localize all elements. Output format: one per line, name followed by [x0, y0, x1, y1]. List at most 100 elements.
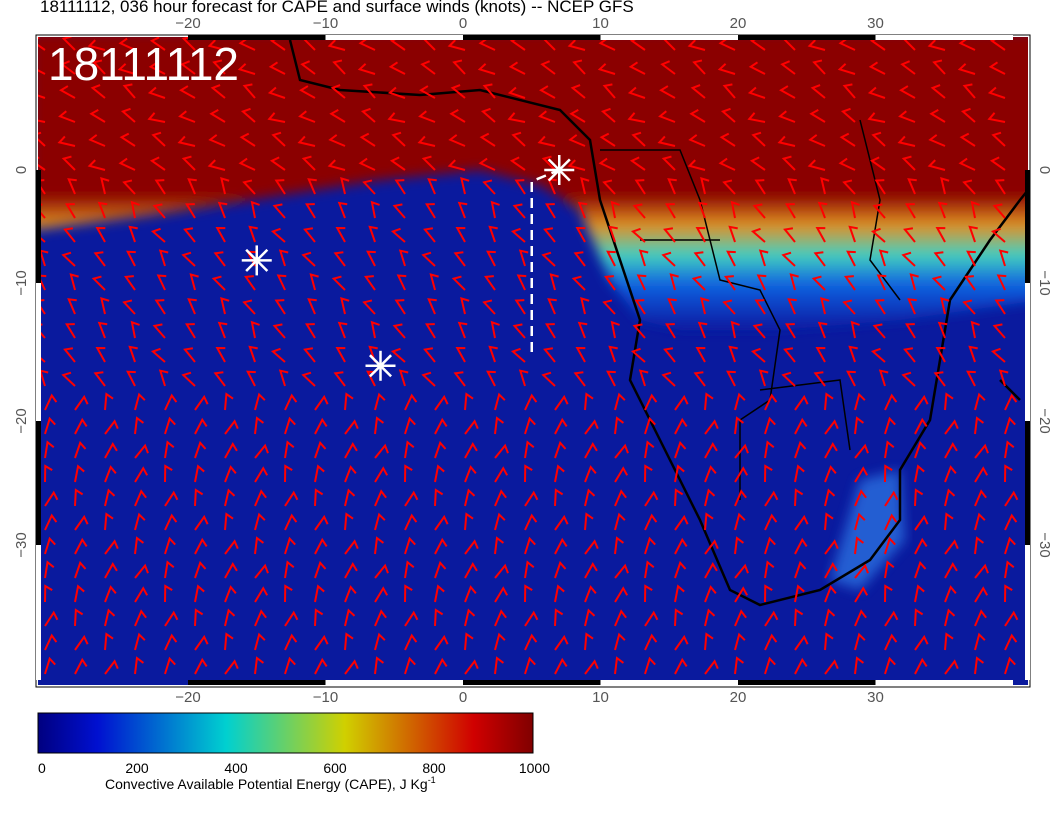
wind-barb: [207, 39, 226, 51]
wind-barb: [554, 584, 565, 603]
wind-barb: [434, 514, 449, 531]
wind-barb: [183, 347, 196, 363]
wind-barb: [104, 512, 114, 531]
wind-barb: [61, 155, 76, 171]
wind-barb: [824, 488, 836, 507]
wind-barb: [490, 200, 500, 219]
wind-barb: [614, 586, 629, 603]
wind-barb: [728, 225, 738, 243]
wind-barb: [420, 60, 436, 75]
wind-barb: [494, 416, 505, 435]
wind-barb: [968, 345, 978, 363]
asterisk-marker: [365, 350, 396, 381]
wind-barb: [301, 251, 316, 267]
wind-barb: [722, 179, 736, 195]
wind-barb: [486, 250, 496, 267]
wind-barb: [944, 488, 956, 507]
wind-barb: [824, 562, 838, 579]
wind-barb: [824, 585, 837, 603]
wind-barb: [524, 610, 539, 627]
wind-barb: [927, 159, 946, 171]
wind-barb: [704, 512, 714, 531]
axis-bar: [36, 170, 41, 283]
colorbar-tick-label: 200: [125, 760, 149, 776]
wind-barb: [628, 61, 646, 75]
wind-barb: [134, 416, 145, 435]
wind-barb: [734, 536, 745, 555]
wind-barb: [156, 274, 167, 291]
wind-barb: [38, 61, 46, 75]
wind-barb: [1004, 633, 1018, 651]
wind-barb: [734, 443, 749, 459]
wind-barb: [764, 656, 776, 675]
wind-barb: [598, 157, 616, 171]
wind-barb: [580, 176, 590, 195]
wind-barb: [134, 563, 149, 579]
wind-barb: [764, 440, 775, 459]
wind-barb: [122, 179, 136, 195]
wind-barb: [704, 392, 714, 411]
wind-barb: [554, 608, 564, 627]
wind-barb: [391, 131, 406, 147]
wind-barb: [464, 465, 477, 483]
wind-barb: [434, 394, 449, 411]
wind-barb: [67, 298, 77, 315]
wind-barb: [884, 536, 896, 555]
wind-barb: [1004, 536, 1016, 555]
wind-barb: [944, 419, 959, 435]
wind-barb: [217, 321, 228, 339]
wind-barb: [724, 275, 736, 291]
wind-barb: [600, 107, 616, 123]
wind-barb: [974, 392, 986, 411]
wind-barb: [644, 490, 659, 507]
wind-barb: [494, 656, 505, 675]
wind-barb: [663, 347, 676, 363]
wind-barb: [878, 249, 889, 267]
wind-barb: [404, 633, 418, 651]
wind-barb: [212, 59, 226, 75]
wind-barb: [344, 488, 356, 507]
wind-barb: [839, 132, 856, 147]
lat-tick-label-left: −30: [13, 532, 30, 557]
wind-barb: [374, 443, 389, 459]
wind-barb: [695, 226, 706, 243]
wind-barb: [344, 659, 359, 675]
wind-barb: [614, 489, 627, 507]
wind-barb: [194, 584, 205, 603]
wind-barb: [398, 369, 409, 387]
wind-barb: [697, 321, 708, 339]
wind-barb: [824, 608, 836, 627]
wind-barb: [704, 488, 716, 507]
wind-barb: [747, 86, 766, 99]
wind-barb: [74, 440, 87, 459]
axis-bar: [1025, 421, 1030, 545]
wind-barb: [524, 464, 533, 483]
wind-barb: [418, 110, 436, 123]
wind-barb: [764, 416, 776, 435]
wind-barb: [944, 442, 958, 459]
wind-barb: [434, 608, 444, 627]
wind-barb: [794, 584, 805, 603]
lat-tick-label-left: 0: [13, 166, 30, 174]
wind-barb: [158, 249, 169, 267]
wind-barb: [780, 60, 796, 75]
wind-barb: [518, 369, 529, 387]
wind-barb: [764, 490, 779, 507]
lon-tick-label-top: 20: [730, 15, 747, 32]
wind-barb: [244, 275, 256, 291]
wind-barb: [554, 657, 568, 675]
wind-barb: [764, 464, 773, 483]
wind-barb: [333, 251, 346, 267]
wind-barb: [164, 584, 173, 603]
wind-barb: [421, 251, 436, 267]
wind-barb: [901, 251, 916, 267]
wind-barb: [194, 488, 204, 507]
wind-barb: [962, 179, 976, 195]
wind-barb: [606, 370, 616, 387]
wind-barb: [97, 201, 108, 219]
wind-barb: [914, 608, 924, 627]
wind-barb: [494, 392, 506, 411]
wind-barb: [360, 107, 376, 123]
wind-barb: [194, 514, 209, 531]
wind-barb: [974, 609, 987, 627]
